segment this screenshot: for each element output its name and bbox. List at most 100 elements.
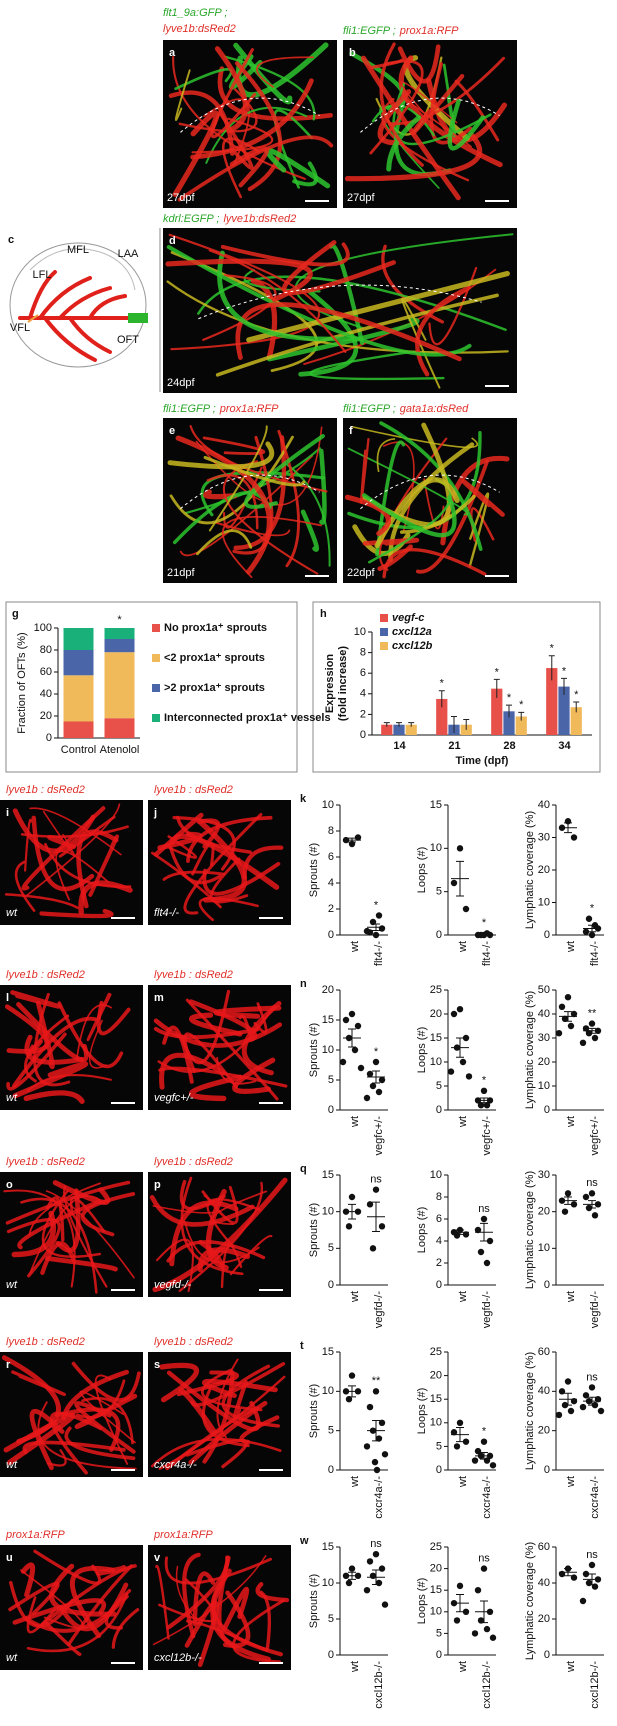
vessel (300, 509, 320, 552)
y-tick-label: 2 (436, 1257, 442, 1269)
annotation: * (507, 692, 512, 704)
x-tick-label: wt (565, 1291, 577, 1303)
sem-bar (456, 860, 464, 897)
data-point (480, 1215, 488, 1223)
vessel (71, 1361, 141, 1402)
vessel (6, 1217, 61, 1278)
vessel (239, 1415, 280, 1445)
sem-bar (372, 1070, 380, 1084)
genotype: vegfd-/- (154, 1279, 192, 1291)
y-tick-label: 10 (322, 1206, 334, 1218)
y-tick-label: 10 (538, 1080, 550, 1092)
vessel (319, 448, 327, 525)
vessel (57, 1001, 124, 1069)
annotation: * (574, 689, 579, 701)
vessel (26, 803, 121, 897)
y-tick-label: 40 (538, 1385, 550, 1397)
vessel (24, 818, 33, 872)
sem-bar (480, 933, 488, 936)
y-tick-label: 20 (538, 1613, 550, 1625)
vessel (55, 1188, 81, 1253)
data-point (348, 1193, 356, 1201)
label-red: prox1a:RFP (399, 25, 459, 37)
data-point (480, 1438, 488, 1445)
vessel (423, 478, 445, 530)
panel-letter: u (6, 1552, 13, 1564)
panel-letter: d (169, 235, 176, 247)
data-point (561, 1015, 569, 1022)
x-tick-label: cxcl12b-/- (373, 1661, 385, 1709)
x-tick-label: wt (349, 1291, 361, 1303)
vessel (12, 1598, 107, 1625)
panel-letter: f (349, 425, 353, 437)
y-tick-label: 0 (544, 1464, 550, 1476)
vessel (379, 42, 424, 167)
y-tick-label: 0 (436, 1279, 442, 1291)
sem-bar (348, 837, 356, 843)
annotation: * (482, 1075, 487, 1087)
data-point (351, 1046, 359, 1054)
vessel (29, 1409, 65, 1471)
data-point (462, 905, 470, 913)
label-green: fli1:EGFP ; (343, 25, 396, 37)
data-point (588, 1020, 596, 1027)
error-bar (396, 722, 402, 727)
vessel (45, 1196, 65, 1242)
y-tick-label: 5 (436, 1080, 442, 1092)
panel-letter: g (12, 608, 19, 620)
sem-bar (456, 1594, 464, 1613)
y-tick-label: 10 (430, 1606, 442, 1618)
error-bar (408, 722, 415, 727)
y-axis-label: Expression (324, 654, 336, 714)
vessel (399, 494, 476, 534)
sem-bar (480, 1222, 488, 1242)
data-point (381, 1451, 389, 1458)
data-point (354, 1022, 362, 1030)
vessel (179, 1179, 226, 1211)
y-tick-label: 10 (322, 799, 334, 811)
y-tick-label: 80 (40, 644, 52, 656)
data-point (456, 845, 464, 852)
vessel (167, 441, 275, 470)
vessel (201, 1368, 263, 1412)
vessel (3, 1189, 76, 1288)
genotype-label: lyve1b : dsRed2 (154, 784, 233, 796)
outline (198, 284, 482, 320)
y-tick-label: 8 (360, 647, 366, 659)
vessel (69, 1196, 106, 1233)
vessel (162, 1025, 194, 1084)
x-tick-label: Control (61, 744, 96, 756)
y-axis-label: Loops (#) (416, 1027, 428, 1073)
vessel (11, 1370, 66, 1397)
data-point (579, 1039, 587, 1047)
data-point (474, 1226, 482, 1234)
y-tick-label: 10 (430, 1417, 442, 1429)
vessel (104, 1589, 132, 1630)
bar-segment (104, 652, 135, 719)
vessel (184, 447, 321, 515)
panel-letter: h (320, 608, 327, 620)
y-tick-label: 20 (538, 1425, 550, 1437)
vessel (298, 289, 359, 377)
y-axis-label: Loops (#) (416, 1578, 428, 1624)
vessel (55, 850, 109, 901)
panel-letter: p (154, 1179, 161, 1191)
x-tick-label: wt (565, 1661, 577, 1673)
vessel (229, 146, 269, 188)
vessel (344, 494, 391, 537)
sem-bar (480, 1600, 488, 1624)
data-point (597, 1407, 605, 1415)
x-tick-label: vegfd-/- (589, 1291, 601, 1329)
vfl-arrow (27, 314, 39, 323)
data-point (456, 1582, 464, 1590)
vessel (23, 1090, 85, 1104)
y-tick-label: 25 (430, 984, 442, 996)
diagram-label: OFT (117, 334, 139, 346)
x-tick-label: 28 (503, 740, 515, 752)
vessel (221, 515, 322, 579)
data-point (375, 1088, 383, 1096)
data-point (579, 1403, 587, 1411)
panel-letter: c (8, 234, 14, 246)
